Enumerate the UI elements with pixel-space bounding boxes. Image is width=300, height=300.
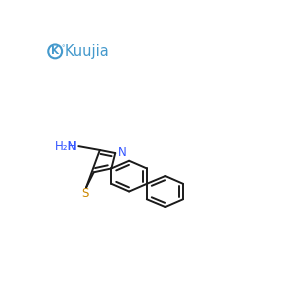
Text: K: K bbox=[51, 46, 59, 56]
Text: H₂N: H₂N bbox=[55, 140, 77, 153]
Text: H: H bbox=[68, 140, 77, 153]
Text: Kuujia: Kuujia bbox=[64, 44, 109, 59]
Text: N: N bbox=[118, 146, 126, 159]
Text: °: ° bbox=[61, 45, 65, 51]
Text: S: S bbox=[82, 187, 89, 200]
